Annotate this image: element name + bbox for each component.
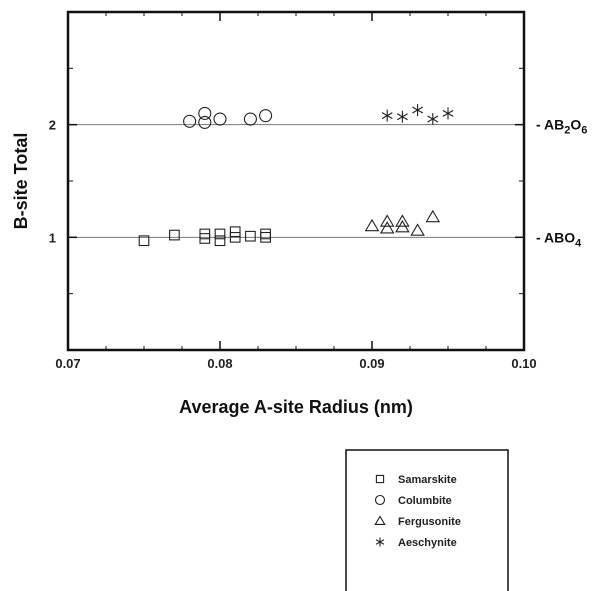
asterisk-point [442, 107, 454, 120]
data-markers [138, 104, 454, 247]
legend-asterisk-icon [375, 537, 385, 547]
asterisk-point [412, 104, 424, 117]
square-point [199, 228, 211, 240]
asterisk-point [427, 113, 439, 126]
legend-label: Aeschynite [398, 537, 457, 549]
reference-labels: - AB2O6- ABO4 [536, 117, 587, 250]
label-part: O [570, 117, 581, 133]
label-part: - AB [536, 117, 564, 133]
x-tick-label: 0.09 [359, 356, 384, 371]
triangle-point [379, 214, 395, 227]
legend-label: Samarskite [398, 474, 457, 486]
legend-label: Fergusonite [398, 516, 461, 528]
plot-frame [66, 10, 526, 352]
circle-point [243, 112, 257, 126]
x-axis-title: Average A-site Radius (nm) [179, 397, 413, 417]
label-part: - ABO [536, 229, 575, 245]
series-aeschynite [381, 104, 454, 126]
square-point [169, 229, 180, 241]
label-subscript: 4 [575, 237, 582, 249]
triangle-point [425, 209, 441, 223]
legend-square-icon [375, 474, 385, 484]
x-tick-label: 0.10 [511, 356, 536, 371]
square-point [214, 228, 226, 240]
reference-line-label: - ABO4 [536, 229, 582, 249]
label-subscript: 2 [564, 125, 570, 137]
y-axis-title: B-site Total [11, 133, 31, 230]
square-point [138, 235, 150, 247]
legend-triangle-icon [374, 515, 386, 525]
circle-point [198, 106, 212, 120]
x-tick-label: 0.07 [55, 356, 80, 371]
triangle-point [379, 221, 395, 234]
asterisk-point [381, 109, 393, 122]
square-point [229, 231, 241, 243]
y-tick-label: 1 [49, 230, 56, 245]
asterisk-point [396, 110, 408, 123]
reference-line-label: - AB2O6 [536, 117, 587, 137]
reference-lines [68, 124, 524, 238]
circle-point [259, 109, 273, 123]
circle-point [183, 114, 197, 128]
triangle-point [410, 223, 425, 236]
series-samarskite [138, 226, 271, 247]
legend-circle-icon [374, 494, 386, 506]
circle-point [198, 115, 212, 129]
square-point [214, 235, 226, 247]
triangle-point [364, 218, 380, 232]
legend: Samarskite Columbite Fergusonite Aeschynite [345, 449, 509, 591]
series-fergusonite [364, 209, 441, 236]
legend-box [345, 449, 509, 591]
x-tick-label: 0.08 [207, 356, 232, 371]
square-point [245, 230, 256, 242]
circle-point [213, 112, 227, 126]
series-columbite [183, 106, 273, 129]
label-subscript: 6 [581, 125, 587, 137]
axis-ticks: 0.07 0.08 0.09 0.10 1 2 [49, 11, 537, 371]
triangle-point [395, 214, 410, 227]
square-point [229, 226, 241, 238]
square-point [260, 228, 271, 240]
legend-label: Columbite [398, 495, 452, 507]
y-tick-label: 2 [49, 118, 56, 133]
